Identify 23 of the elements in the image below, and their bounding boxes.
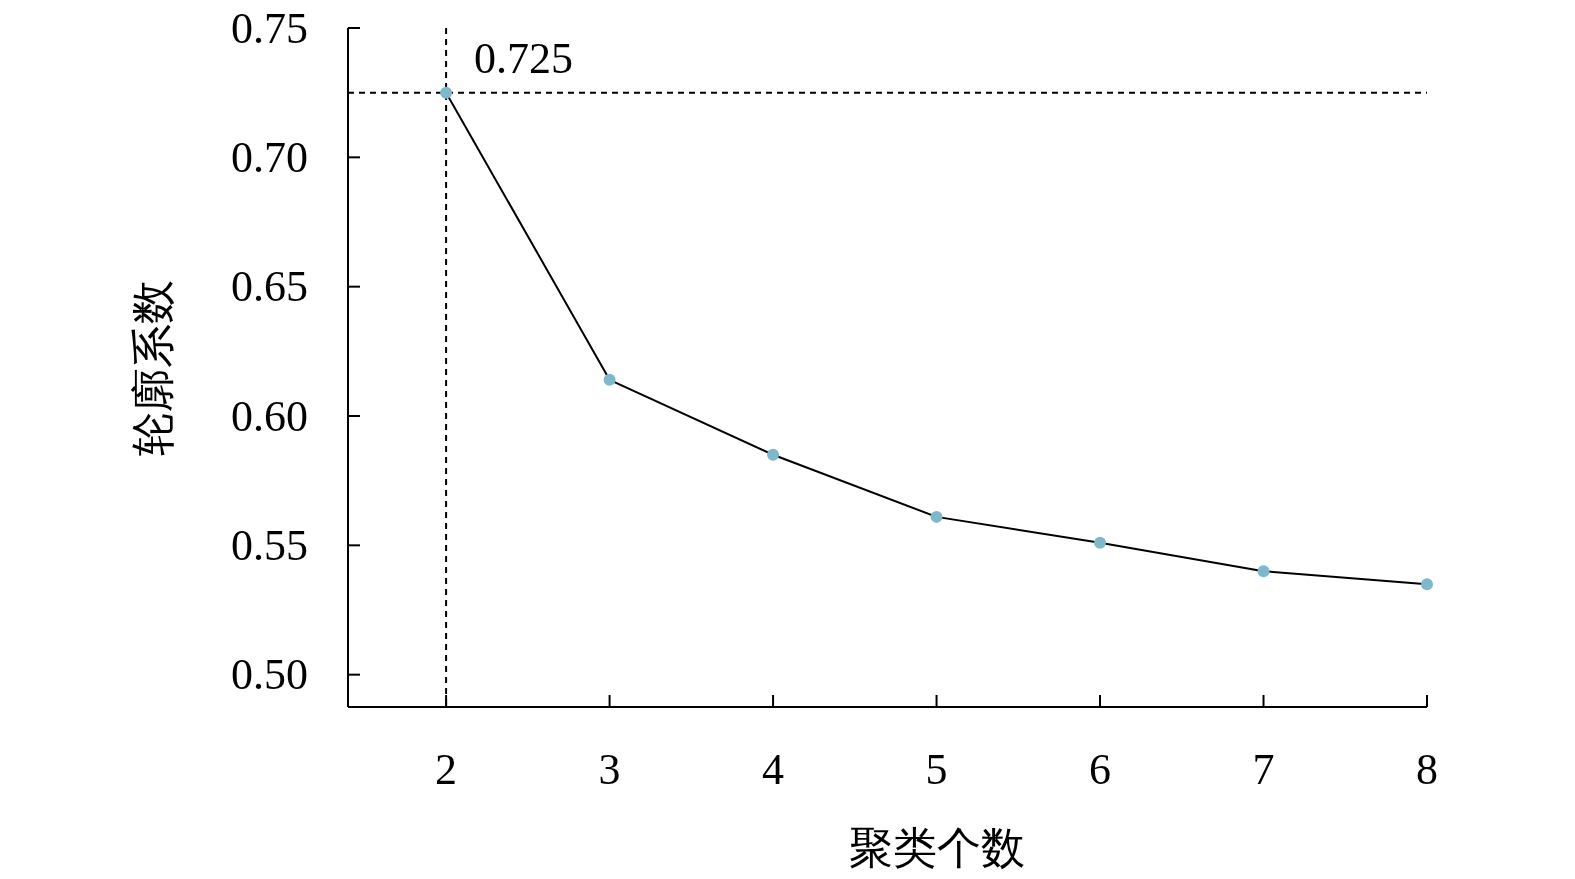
- annotation: 0.725: [474, 33, 574, 83]
- point: [440, 86, 453, 99]
- point: [1257, 565, 1270, 578]
- point: [930, 510, 943, 523]
- x-tick-label: 3: [598, 744, 621, 794]
- point: [603, 373, 616, 386]
- x-tick-label: 2: [435, 744, 458, 794]
- x-tick-label: 7: [1252, 744, 1275, 794]
- point: [767, 448, 780, 461]
- x-tick-label: 4: [762, 744, 785, 794]
- y-tick-label: 0.75: [231, 3, 308, 53]
- point: [1094, 536, 1107, 549]
- y-tick-label: 0.60: [231, 391, 308, 441]
- y-tick-label: 0.55: [231, 520, 308, 570]
- x-tick-label: 5: [925, 744, 948, 794]
- y-tick-label: 0.50: [231, 650, 308, 700]
- x-axis-title: 聚类个数: [848, 823, 1025, 873]
- point: [1421, 578, 1433, 591]
- x-tick-label: 8: [1416, 744, 1438, 794]
- y-tick-label: 0.70: [231, 132, 308, 182]
- y-axis-title: 轮廓系数: [128, 279, 178, 456]
- x-tick-label: 6: [1089, 744, 1112, 794]
- y-tick-label: 0.65: [231, 262, 308, 312]
